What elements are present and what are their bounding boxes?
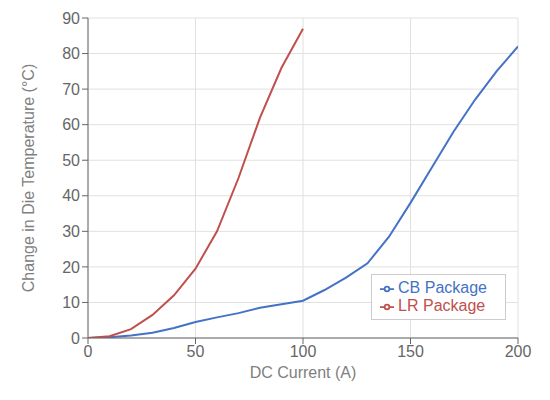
html-text:CB Package: CB Package — [398, 279, 487, 296]
svg-text:20: 20 — [62, 259, 80, 276]
svg-text:DC Current (A): DC Current (A) — [250, 364, 357, 381]
svg-text:60: 60 — [62, 116, 80, 133]
svg-text:70: 70 — [62, 81, 80, 98]
svg-text:Change in Die Temperature (°C): Change in Die Temperature (°C) — [20, 64, 37, 292]
svg-text:50: 50 — [62, 152, 80, 169]
svg-text:200: 200 — [505, 343, 532, 360]
svg-text:90: 90 — [62, 10, 80, 27]
svg-text:150: 150 — [397, 343, 424, 360]
svg-text:100: 100 — [290, 343, 317, 360]
svg-text:0: 0 — [71, 330, 80, 347]
html-text:LR Package: LR Package — [398, 297, 486, 314]
svg-text:50: 50 — [187, 343, 205, 360]
svg-text:80: 80 — [62, 45, 80, 62]
svg-text:0: 0 — [84, 343, 93, 360]
svg-text:30: 30 — [62, 223, 80, 240]
svg-text:10: 10 — [62, 294, 80, 311]
svg-text:40: 40 — [62, 187, 80, 204]
